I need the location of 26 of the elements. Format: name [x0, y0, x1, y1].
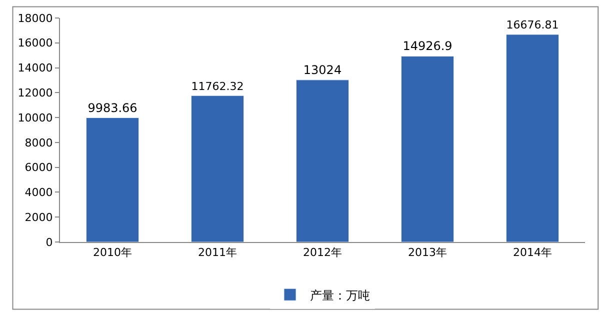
y-tick-label: 2000 [24, 210, 53, 224]
y-tick-label: 4000 [24, 186, 53, 200]
bar [401, 56, 454, 242]
data-label: 14926.9 [402, 39, 452, 54]
data-label: 16676.81 [506, 18, 559, 32]
bar [86, 118, 139, 242]
data-label: 9983.66 [88, 100, 138, 115]
data-label: 11762.32 [191, 80, 244, 93]
y-tick-label: 16000 [18, 36, 53, 50]
x-tick-label: 2013年 [408, 246, 447, 260]
y-tick-label: 14000 [18, 62, 53, 75]
y-tick-label: 12000 [18, 86, 53, 100]
bar [296, 80, 349, 242]
bar [191, 95, 244, 242]
y-tick-label: 10000 [18, 111, 53, 124]
x-tick-label: 2010年 [93, 246, 132, 260]
data-label: 13024 [303, 62, 342, 77]
bar [506, 34, 559, 242]
x-tick-label: 2011年 [198, 246, 237, 260]
y-tick-label: 0 [46, 236, 53, 249]
y-tick-label: 8000 [24, 136, 53, 150]
x-tick-label: 2014年 [513, 246, 552, 260]
y-tick-label: 18000 [18, 12, 53, 25]
y-tick-label: 6000 [24, 161, 53, 174]
legend-label: 产量：万吨 [310, 288, 370, 302]
x-tick-label: 2012年 [303, 246, 342, 260]
